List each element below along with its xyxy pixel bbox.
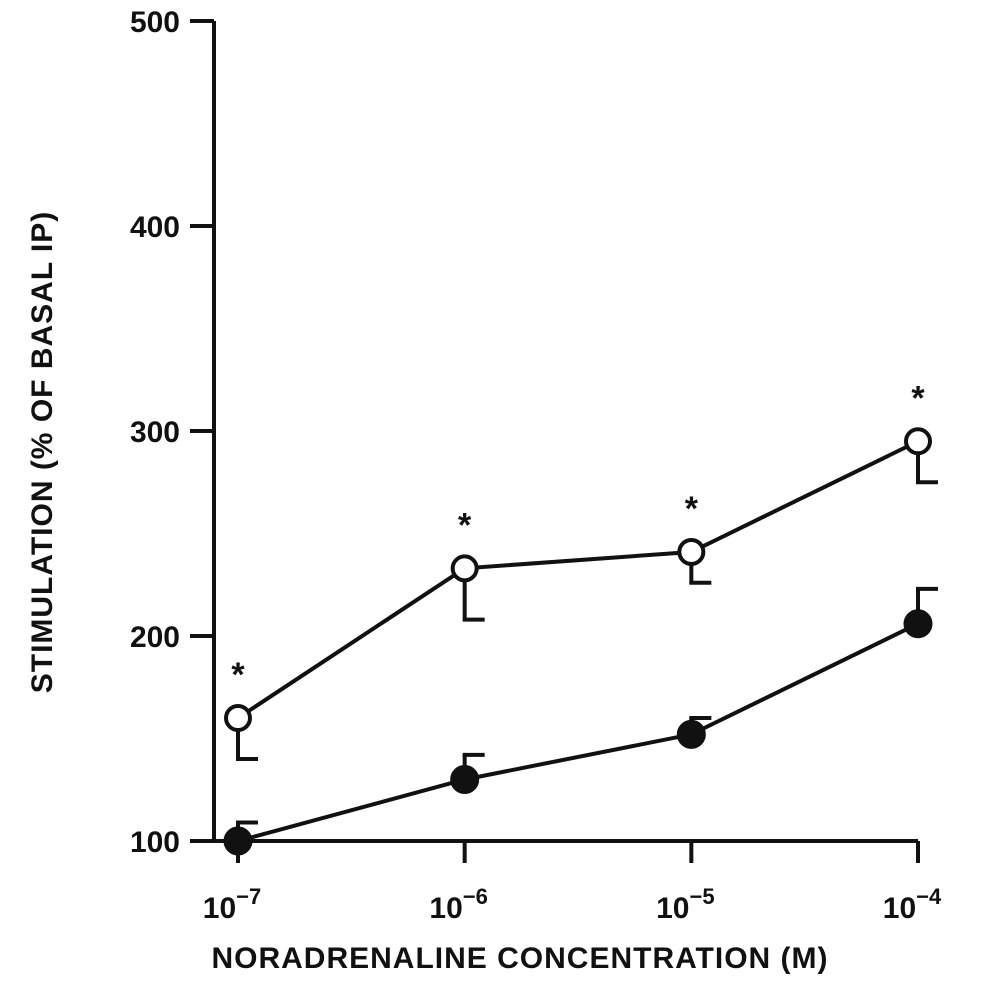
data-point-open-circle: [450, 554, 479, 583]
y-tick-label: 400: [130, 211, 180, 244]
significance-marker: *: [685, 490, 699, 528]
data-point-open-circle: [904, 427, 932, 456]
data-point-open-circle: [224, 704, 252, 732]
x-tick-label: 10−6: [429, 884, 487, 925]
axes: 100 200 300 400 500 10−7 10−6 10−5 10−4: [130, 6, 942, 925]
y-tick-label: 200: [130, 621, 180, 654]
data-point-filled-circle: [676, 719, 706, 749]
significance-marker: *: [458, 506, 472, 544]
y-tick-label: 500: [130, 6, 180, 39]
x-tick-label: 10−4: [883, 884, 942, 925]
significance-marker: *: [911, 379, 925, 417]
x-tick-label: 10−5: [656, 884, 714, 925]
series-layer: * * * *: [223, 379, 938, 856]
data-point-filled-circle: [223, 826, 253, 856]
data-point-filled-circle: [450, 765, 480, 794]
x-axis-label: NORADRENALINE CONCENTRATION (M): [211, 942, 828, 975]
data-point-open-circle: [677, 537, 706, 566]
data-point-filled-circle: [903, 609, 933, 639]
x-tick-label: 10−7: [203, 884, 261, 925]
series-line: [236, 439, 919, 720]
series-line: [237, 621, 919, 843]
y-axis-label: STIMULATION (% OF BASAL IP): [26, 211, 59, 694]
y-tick-label: 100: [130, 826, 180, 859]
y-tick-label: 300: [130, 416, 180, 449]
significance-marker: *: [231, 656, 245, 694]
